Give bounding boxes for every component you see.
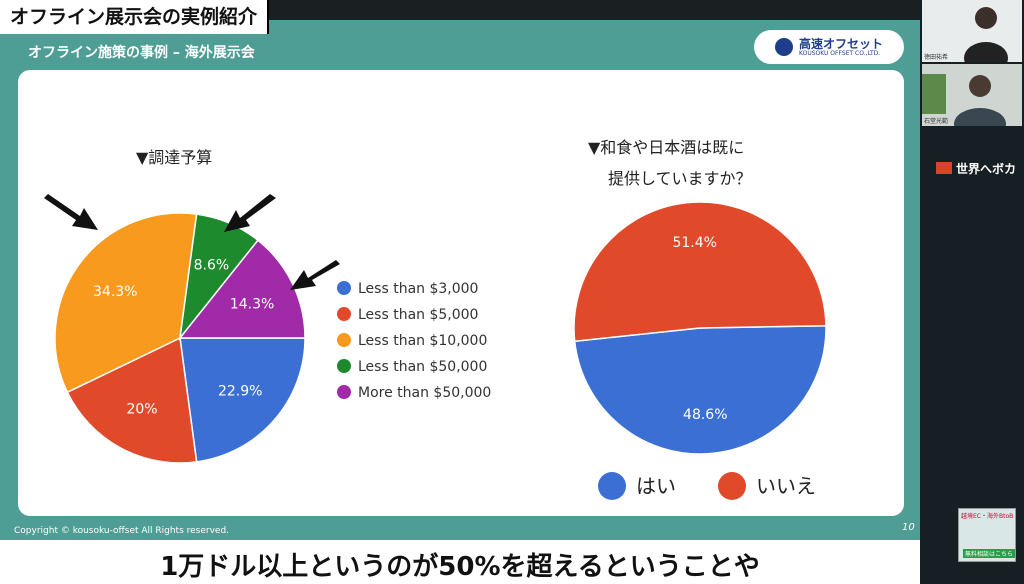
cuisine-chart-title-line2: 提供していますか？	[608, 169, 752, 188]
legend-label: はい	[636, 474, 676, 498]
cuisine-chart-title-line1: ▼和食や日本酒は既に	[588, 138, 744, 157]
legend-swatch	[337, 359, 351, 373]
promo-line-1: 越境EC・海外BtoB	[961, 513, 1014, 520]
legend-label: Less than $50,000	[358, 359, 487, 375]
person-avatar-icon	[922, 0, 1022, 62]
legend-swatch	[337, 281, 351, 295]
copyright-text: Copyright © kousoku-offset All Rights re…	[14, 526, 230, 536]
logo-main-text: 高速オフセット	[798, 36, 883, 51]
legend-label: Less than $10,000	[358, 333, 487, 349]
section-title-tag: オフライン展示会の実例紹介	[0, 0, 270, 34]
legend-label: Less than $3,000	[358, 281, 478, 297]
legend-swatch	[337, 333, 351, 347]
arrow-icon	[224, 194, 276, 232]
legend-swatch	[718, 472, 746, 500]
slide-subtitle: オフライン施策の事例 – 海外展示会	[28, 45, 255, 61]
participant-1-name: 徳田祐希	[924, 54, 949, 61]
participant-2-name: 石堂光範	[924, 118, 949, 125]
annotation-arrows	[44, 194, 340, 290]
caption-bar: 1万ドル以上というのが50%を超えるということや	[0, 540, 920, 584]
cuisine-pie: 48.6% 51.4%	[573, 201, 827, 455]
sidebar-banner: 世界へボカ	[936, 160, 1016, 177]
page-number: 10	[902, 522, 915, 533]
budget-slice	[179, 337, 306, 463]
cuisine-slice	[573, 201, 827, 343]
participant-video-2[interactable]: 石堂光範	[922, 64, 1022, 126]
legend-swatch	[598, 472, 626, 500]
budget-slice	[178, 239, 306, 339]
budget-slice-label: 14.3%	[230, 296, 274, 312]
budget-chart-title: ▼調達予算	[136, 148, 212, 167]
budget-slice-label: 20%	[126, 401, 157, 417]
chart-panel: ▼調達予算 ▼和食や日本酒は既に 提供していますか？ 22.9% 20% 34.3%…	[18, 70, 904, 516]
logo-sub-text: KOUSOKU OFFSET CO.,LTD.	[798, 49, 881, 57]
cuisine-slice-label: 51.4%	[672, 235, 716, 251]
budget-slice-label: 34.3%	[93, 284, 137, 300]
participant-video-1[interactable]: 徳田祐希	[922, 0, 1022, 62]
cuisine-slice	[573, 325, 827, 455]
legend-label: いいえ	[756, 474, 816, 498]
legend-swatch	[337, 307, 351, 321]
cuisine-slice-label: 48.6%	[683, 407, 727, 423]
budget-slice	[54, 212, 198, 394]
budget-slice-label: 22.9%	[218, 384, 262, 400]
budget-pie: 22.9% 20% 34.3% 8.6% 14.3%	[54, 212, 306, 464]
budget-legend: Less than $3,000 Less than $5,000 Less tha…	[337, 281, 491, 401]
logo-mark-icon	[774, 38, 793, 56]
budget-slice-label: 8.6%	[194, 257, 230, 273]
person-avatar-icon	[922, 64, 1022, 126]
arrow-icon	[44, 194, 98, 230]
speech-caption: 1万ドル以上というのが50%を超えるということや	[160, 552, 760, 582]
company-logo: 高速オフセット KOUSOKU OFFSET CO.,LTD.	[754, 30, 904, 64]
promo-line-2: 無料相談はこちら	[963, 549, 1015, 558]
charts-svg: ▼調達予算 ▼和食や日本酒は既に 提供していますか？ 22.9% 20% 34.3%…	[44, 138, 827, 500]
chat-bubble-icon	[936, 162, 952, 174]
budget-slice	[66, 336, 198, 464]
legend-label: More than $50,000	[358, 385, 491, 401]
cuisine-legend: はい いいえ	[598, 472, 816, 500]
legend-swatch	[337, 385, 351, 399]
banner-text: 世界へボカ	[956, 162, 1017, 176]
presentation-slide: オフライン施策の事例 – 海外展示会 高速オフセット KOUSOKU OFFSE…	[0, 20, 920, 540]
legend-label: Less than $5,000	[358, 307, 478, 323]
arrow-icon	[290, 260, 340, 290]
consultation-banner[interactable]: 越境EC・海外BtoB 無料相談はこちら	[958, 508, 1016, 562]
